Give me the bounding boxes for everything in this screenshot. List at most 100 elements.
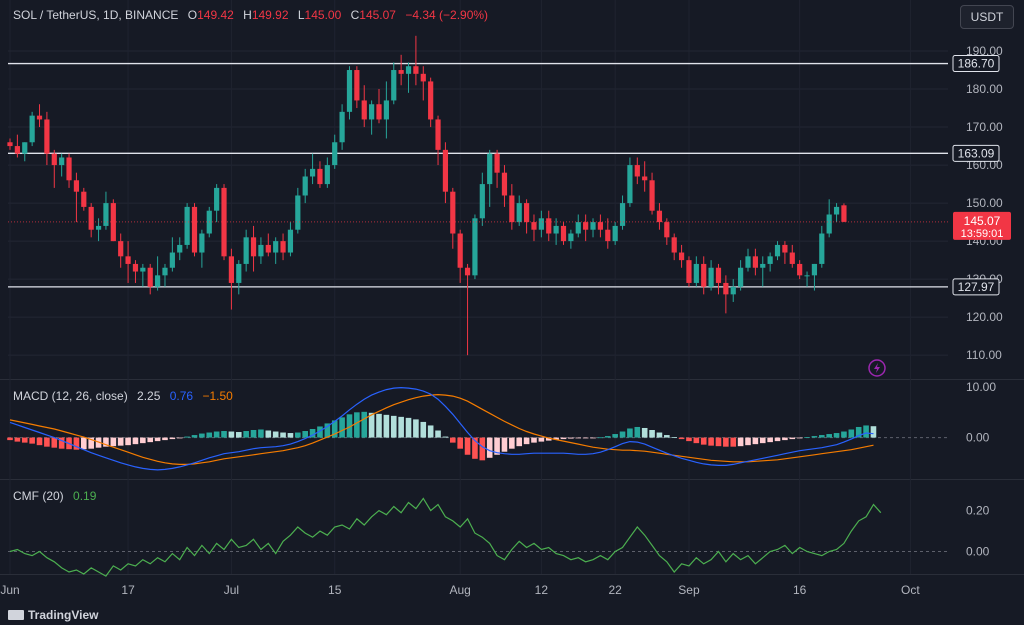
macd-histogram-bar [774,437,781,442]
candle-body [147,267,153,287]
ohlc-legend: SOL / TetherUS, 1D, BINANCE O149.42 H149… [13,8,488,22]
macd-histogram-bar [664,435,670,438]
macd-histogram-bar [162,437,168,441]
candle-body [450,191,456,234]
macd-histogram-bar [309,428,316,438]
candle-body [472,218,478,276]
macd-histogram-bar [295,432,301,438]
macd-histogram-bar [700,437,707,445]
level-price-label: 163.09 [958,146,995,160]
macd-histogram-bar [265,430,272,438]
macd-histogram-bar [103,437,109,447]
macd-histogram-bar [819,435,825,438]
macd-signal-value: −1.50 [202,389,233,403]
macd-legend[interactable]: MACD (12, 26, close) 2.25 0.76 −1.50 [13,389,233,403]
macd-histogram-bar [582,437,589,439]
macd-histogram-bar [250,430,257,438]
macd-histogram-bar [693,437,700,444]
macd-histogram-bar [413,419,419,438]
cmf-tick-label: 0.00 [966,545,990,559]
macd-histogram-bar [796,437,803,439]
macd-histogram-bar [36,437,43,446]
price-tick-label: 120.00 [966,310,1003,324]
symbol-title[interactable]: SOL / TetherUS, 1D, BINANCE [13,8,179,22]
candle-body [140,267,146,272]
macd-histogram-bar [804,437,810,438]
tradingview-logo[interactable]: TradingView [8,608,98,622]
macd-histogram-bar [841,431,847,438]
macd-histogram-bar [258,429,264,438]
candle-body [177,244,183,253]
macd-histogram-bar [125,437,131,446]
macd-histogram-bar [590,437,596,439]
macd-histogram-bar [649,430,655,438]
candle-body [228,256,234,283]
macd-histogram-bar [368,412,375,438]
macd-histogram-bar [317,426,323,438]
macd-histogram-bar [435,430,441,438]
macd-histogram-bar [811,436,818,438]
candle-body [789,252,795,264]
candle-body [642,176,648,181]
macd-histogram-bar [7,437,13,441]
macd-histogram-bar [272,431,279,438]
currency-button[interactable]: USDT [960,5,1014,29]
cmf-value: 0.19 [73,489,97,503]
candle-body [745,256,751,268]
change-value: −4.34 (−2.90%) [405,8,489,22]
macd-histogram-bar [759,437,766,444]
price-tick-label: 170.00 [966,120,1003,134]
macd-histogram-bar [324,423,331,438]
cmf-legend[interactable]: CMF (20) 0.19 [13,489,96,503]
candle-body [14,146,20,154]
macd-histogram-bar [538,437,545,442]
candle-body [250,237,257,257]
macd-histogram-bar [29,437,35,444]
candle-body [575,222,581,234]
cmf-line [9,497,882,577]
macd-histogram-bar [206,432,213,438]
macd-histogram-bar [678,437,685,440]
last-price-badge [953,211,1011,240]
macd-histogram-bar [472,437,478,459]
open-label: O [187,8,198,22]
candle-body [479,184,485,219]
candle-body [59,157,65,166]
lightning-icon[interactable] [868,359,886,377]
candle-body [524,203,530,223]
macd-histogram-bar [604,436,611,438]
macd-histogram-bar [243,431,249,438]
candle-body [619,203,626,226]
candle-body [760,263,766,268]
candle-body [664,222,670,238]
macd-histogram-bar [169,437,176,440]
candle-body [656,210,663,223]
candle-body [671,237,677,253]
candle-body [258,244,264,257]
candle-body [66,157,72,181]
time-tick-label: Sep [678,583,700,597]
time-tick-label: Jul [224,583,239,597]
candle-body [354,70,360,101]
candle-body [280,241,286,253]
macd-histogram-bar [752,437,759,445]
macd-histogram-bar [457,437,463,449]
candle-body [723,282,729,295]
time-tick-label: 15 [328,583,342,597]
macd-histogram-bar [110,437,117,447]
high-label: H [243,8,252,22]
macd-histogram-bar [568,437,574,439]
level-price-label: 127.97 [958,280,995,294]
macd-histogram-bar [140,437,146,444]
macd-histogram-bar [479,437,486,461]
candle-body [73,180,80,192]
candle-body [51,153,57,166]
candle-body [184,206,190,245]
candle-body [265,244,271,253]
candle-body [243,237,249,264]
macd-title: MACD (12, 26, close) [13,389,128,403]
candle-body [376,104,382,120]
macd-histogram-bar [228,431,235,438]
price-tick-label: 190.00 [966,44,1003,58]
